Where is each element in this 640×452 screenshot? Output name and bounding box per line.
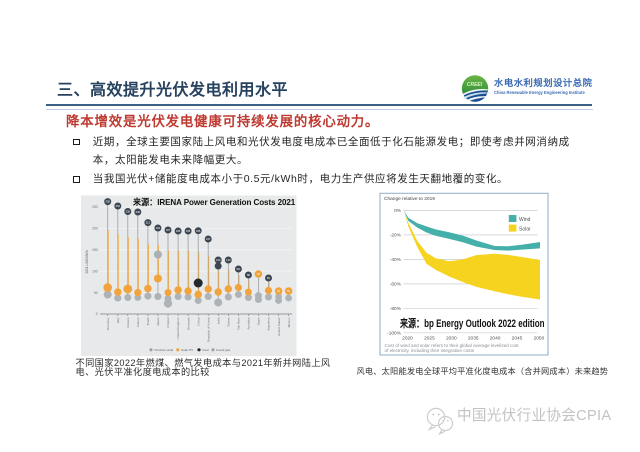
svg-text:0: 0 [96, 312, 98, 316]
svg-text:52: 52 [277, 289, 280, 293]
svg-text:150: 150 [92, 248, 98, 252]
svg-text:Germany: Germany [106, 317, 110, 330]
svg-text:Finland: Finland [166, 317, 170, 327]
svg-text:2040: 2040 [490, 336, 501, 342]
svg-text:Fossil gas: Fossil gas [216, 348, 230, 352]
svg-text:-60%: -60% [390, 282, 402, 288]
svg-text:-80%: -80% [390, 306, 402, 312]
svg-text:Japan: Japan [156, 317, 160, 326]
svg-text:192: 192 [156, 226, 161, 230]
svg-text:120: 120 [226, 258, 231, 262]
svg-text:-40%: -40% [390, 257, 402, 263]
svg-text:2035: 2035 [468, 336, 479, 342]
svg-text:2025: 2025 [424, 336, 435, 342]
svg-text:0%: 0% [394, 208, 402, 214]
svg-text:Wind: Wind [519, 217, 531, 223]
svg-text:167: 167 [206, 237, 211, 241]
svg-text:50: 50 [94, 291, 98, 295]
svg-text:252: 252 [116, 204, 121, 208]
svg-text:Onshore wind: Onshore wind [154, 348, 173, 352]
svg-text:Greece: Greece [126, 317, 130, 327]
svg-text:-20%: -20% [390, 233, 402, 239]
svg-text:100: 100 [92, 269, 98, 273]
svg-text:200: 200 [92, 227, 98, 231]
svg-text:India: India [216, 317, 220, 324]
svg-text:-100%: -100% [387, 330, 402, 336]
svg-text:Solar PV: Solar PV [181, 348, 194, 352]
svg-text:China: China [196, 317, 200, 325]
svg-text:212: 212 [146, 221, 151, 225]
svg-text:120: 120 [216, 258, 221, 262]
svg-text:185: 185 [186, 229, 191, 233]
svg-text:United States: United States [277, 317, 281, 336]
svg-text:France: France [136, 317, 140, 327]
svg-text:Mexico: Mexico [287, 317, 291, 327]
svg-text:250: 250 [92, 205, 98, 209]
svg-text:2020: 2020 [402, 336, 413, 342]
svg-text:Solar: Solar [519, 227, 531, 233]
svg-text:80: 80 [267, 276, 270, 280]
svg-text:258: 258 [106, 200, 111, 204]
svg-text:Spain: Spain [257, 317, 261, 325]
svg-text:Brazil: Brazil [146, 317, 150, 325]
svg-text:236: 236 [136, 210, 141, 214]
svg-text:101: 101 [236, 267, 241, 271]
svg-text:CREEI: CREEI [467, 82, 483, 88]
svg-text:2021 USD/MWh: 2021 USD/MWh [85, 250, 89, 273]
svg-text:Turkey: Turkey [227, 317, 231, 327]
svg-text:2050: 2050 [534, 336, 545, 342]
svg-text:236: 236 [126, 210, 131, 214]
svg-text:United Kingdom: United Kingdom [176, 317, 180, 339]
svg-text:Republic of Korea: Republic of Korea [206, 317, 210, 342]
svg-text:Australia: Australia [247, 317, 251, 329]
svg-text:Coal: Coal [202, 348, 209, 352]
svg-text:50: 50 [287, 289, 290, 293]
svg-text:Italy: Italy [116, 317, 120, 323]
svg-text:Denmark: Denmark [186, 317, 190, 330]
svg-text:187: 187 [166, 228, 171, 232]
svg-text:Argentina: Argentina [267, 317, 271, 331]
svg-text:185: 185 [196, 229, 201, 233]
svg-text:88: 88 [257, 272, 260, 276]
svg-text:88: 88 [247, 273, 250, 277]
svg-text:2045: 2045 [512, 336, 523, 342]
svg-text:185: 185 [176, 229, 181, 233]
svg-text:Viet Nam: Viet Nam [237, 317, 241, 330]
svg-text:2030: 2030 [446, 336, 457, 342]
